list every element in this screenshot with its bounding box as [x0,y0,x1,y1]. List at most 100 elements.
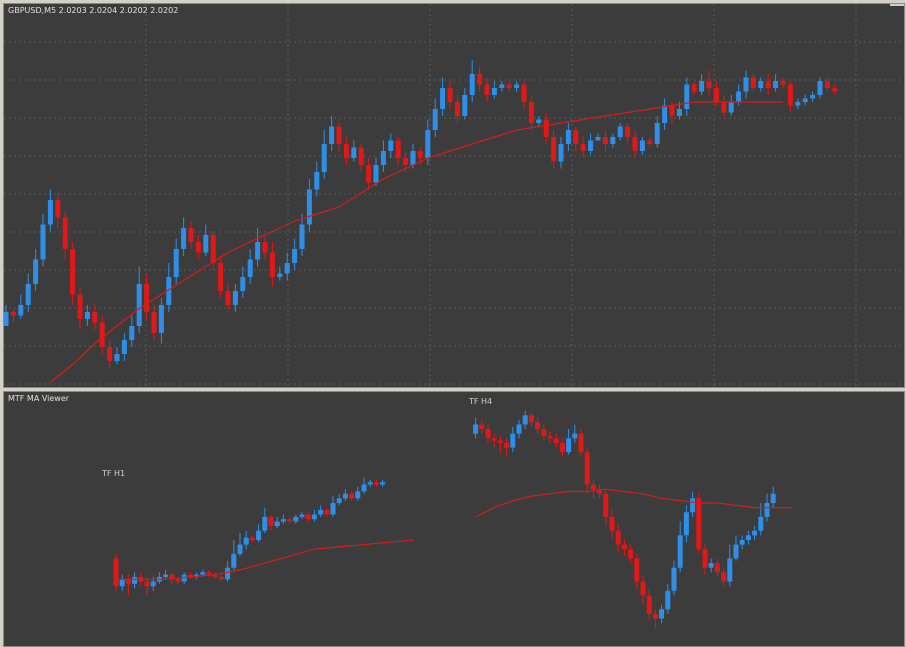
candle-body [306,189,312,225]
candle-body [758,516,764,531]
candle-body [559,442,565,453]
candle-body [615,530,621,545]
candle-body [573,130,579,144]
candle-body [70,249,76,295]
candle-body [113,558,119,587]
candle-body [380,151,386,165]
candle-body [708,563,714,568]
candle-body [361,484,367,492]
candle-body [810,95,816,99]
candle-body [580,144,586,151]
candle-body [621,544,627,550]
candle-body [516,424,522,434]
candle-body [535,422,541,430]
candle-body [355,491,361,499]
candle-body [572,433,578,439]
candle-body [203,235,209,253]
candle-body [330,503,336,515]
symbol-header: GBPUSD,M5 2.0203 2.0204 2.0202 2.0202 [8,6,179,15]
candle-body [262,516,268,531]
tf-h4-label: TF H4 [469,397,493,406]
candle-body [536,119,542,123]
candle-body [578,433,584,453]
candle-body [200,572,206,575]
candle-body [654,123,660,144]
candle-body [632,137,638,151]
candle-body [84,312,90,319]
candle-body [417,151,423,158]
candle-body [795,102,801,106]
candle-body [817,81,823,95]
candle-body [225,567,231,580]
candle-body [497,440,503,443]
candle-body [247,259,253,277]
candle-body [175,579,181,582]
candle-body [121,340,127,354]
candle-body [18,305,24,316]
candle-body [440,88,446,109]
candle-body [547,436,553,439]
candle-body [669,105,675,116]
candle-body [683,512,689,536]
candle-body [144,581,150,587]
candle-body [166,277,172,305]
price-chart[interactable] [4,4,904,387]
candle-body [597,489,603,494]
candle-body [25,284,31,305]
candle-body [274,521,280,527]
candle-body [521,84,527,102]
candle-body [114,354,120,361]
candle-body [787,84,793,106]
candle-body [558,144,564,162]
candle-body [237,544,243,554]
candle-body [506,84,512,88]
moving-average-line [475,488,792,518]
candle-body [727,558,733,582]
candle-body [243,537,249,545]
candle-body [342,493,348,499]
window-corner [890,4,904,6]
candle-body [225,291,231,305]
candle-body [652,613,658,619]
candle-body [477,74,483,85]
candle-body [277,273,283,277]
candle-body [522,415,528,425]
candle-body [565,130,571,144]
candle-body [336,126,342,144]
candle-body [639,140,645,151]
main-chart-pane[interactable]: GBPUSD,M5 2.0203 2.0204 2.0202 2.0202 [3,3,905,388]
candle-body [603,493,609,517]
candle-body [728,102,734,113]
candle-body [588,140,594,151]
candle-body [218,263,224,291]
candle-body [163,574,169,577]
candle-body [662,105,668,123]
candle-body [702,549,708,568]
candle-body [255,242,261,260]
indicator-chart[interactable] [4,392,904,646]
candle-body [514,84,520,88]
candle-body [181,228,187,249]
candle-body [432,109,438,130]
candle-body [473,424,479,434]
candle-body [269,252,275,277]
candle-body [647,140,653,144]
candle-body [543,119,549,137]
candle-body [4,312,9,326]
candle-body [55,200,61,218]
moving-average-line [50,101,783,383]
candle-body [151,312,157,333]
candle-body [602,137,608,144]
indicator-pane[interactable]: MTF MA Viewer TF H1 TF H4 [3,391,905,647]
candle-body [299,224,305,249]
candle-body [485,429,491,439]
candle-body [173,249,179,277]
candle-body [324,509,330,515]
candle-body [553,438,559,443]
candle-body [739,539,745,545]
candle-body [454,102,460,116]
candle-body [366,165,372,183]
candle-body [158,305,164,333]
candle-body [218,576,224,580]
candle-body [187,574,193,577]
